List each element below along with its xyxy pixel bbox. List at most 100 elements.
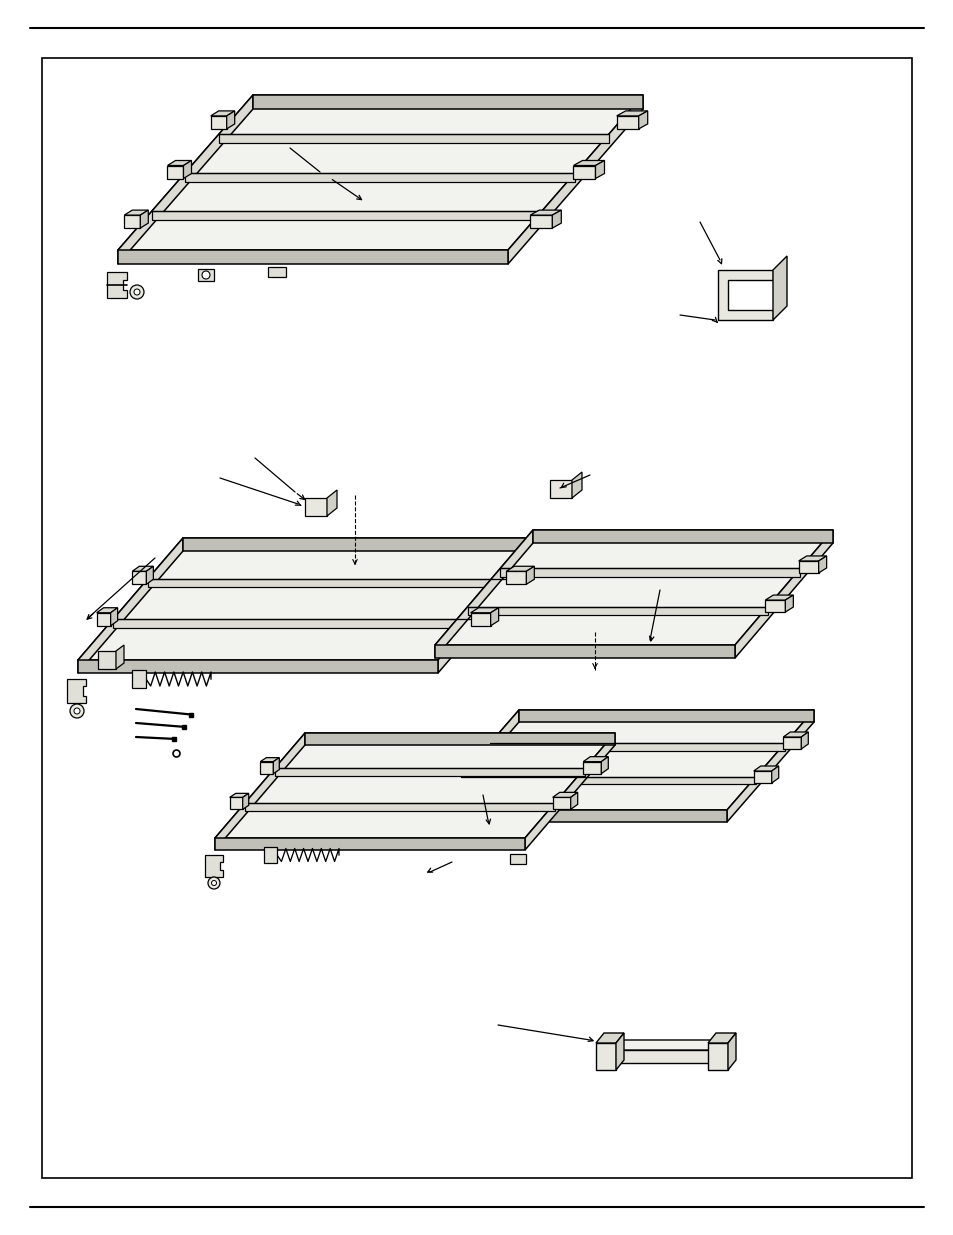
Polygon shape [78,538,542,659]
Polygon shape [305,734,615,745]
Polygon shape [490,743,784,751]
Circle shape [130,285,144,299]
Polygon shape [132,671,146,688]
Polygon shape [327,490,336,516]
Polygon shape [148,579,507,587]
Polygon shape [798,556,826,561]
Polygon shape [460,777,755,784]
Polygon shape [437,538,542,673]
Polygon shape [638,111,647,128]
Polygon shape [552,210,560,228]
Polygon shape [112,619,473,627]
Polygon shape [784,595,793,613]
Polygon shape [524,734,615,850]
Polygon shape [118,249,507,264]
Polygon shape [435,530,832,645]
Polygon shape [268,267,286,277]
Polygon shape [572,472,581,498]
Polygon shape [526,567,534,584]
Polygon shape [552,798,570,809]
Polygon shape [305,498,327,516]
Polygon shape [211,111,234,116]
Circle shape [202,270,210,279]
Polygon shape [140,210,148,228]
Polygon shape [707,1032,735,1044]
Polygon shape [227,111,234,128]
Polygon shape [616,116,638,128]
Polygon shape [118,95,253,264]
Polygon shape [435,645,734,658]
Polygon shape [798,561,818,573]
Polygon shape [124,215,140,228]
Polygon shape [98,651,116,669]
Polygon shape [78,538,183,673]
Polygon shape [570,793,578,809]
Polygon shape [132,572,146,584]
Circle shape [70,704,84,718]
Circle shape [208,877,220,889]
Polygon shape [168,161,192,165]
Polygon shape [753,766,778,771]
Polygon shape [146,567,153,584]
Polygon shape [470,608,498,613]
Polygon shape [214,734,305,850]
Polygon shape [771,766,778,783]
Polygon shape [198,269,213,282]
Polygon shape [111,608,117,626]
Polygon shape [782,737,801,748]
Polygon shape [573,161,604,165]
Polygon shape [432,710,813,810]
Polygon shape [533,530,832,543]
Polygon shape [582,762,600,773]
Polygon shape [211,116,227,128]
Polygon shape [801,732,807,748]
Polygon shape [782,732,807,737]
Polygon shape [764,595,793,600]
Polygon shape [214,734,615,839]
Polygon shape [470,613,490,626]
Polygon shape [273,757,279,773]
Polygon shape [183,161,192,179]
Polygon shape [582,757,608,762]
Polygon shape [772,256,786,320]
Polygon shape [124,210,148,215]
Polygon shape [96,608,117,613]
Polygon shape [432,810,726,823]
Polygon shape [530,215,552,228]
Circle shape [133,289,140,295]
Polygon shape [764,600,784,613]
Polygon shape [616,111,647,116]
Polygon shape [253,95,642,109]
Polygon shape [183,538,542,551]
Circle shape [74,708,80,714]
Polygon shape [550,480,572,498]
Polygon shape [734,530,832,658]
Polygon shape [214,839,524,850]
Polygon shape [78,659,437,673]
Polygon shape [96,613,111,626]
Polygon shape [530,210,560,215]
Polygon shape [467,606,767,615]
Circle shape [212,881,216,885]
Polygon shape [274,768,584,776]
Polygon shape [499,568,800,577]
Polygon shape [600,757,608,773]
Polygon shape [718,270,772,320]
Polygon shape [595,161,604,179]
Polygon shape [727,1032,735,1070]
Polygon shape [507,95,642,264]
Polygon shape [573,165,595,179]
Polygon shape [510,853,525,864]
Polygon shape [242,793,249,809]
Polygon shape [230,793,249,798]
Polygon shape [107,272,127,298]
Polygon shape [707,1044,727,1070]
Polygon shape [598,1040,722,1050]
Polygon shape [185,173,575,182]
Polygon shape [168,165,183,179]
Polygon shape [596,1032,623,1044]
Polygon shape [432,710,518,823]
Polygon shape [230,798,242,809]
Polygon shape [219,133,609,143]
Polygon shape [118,95,642,249]
